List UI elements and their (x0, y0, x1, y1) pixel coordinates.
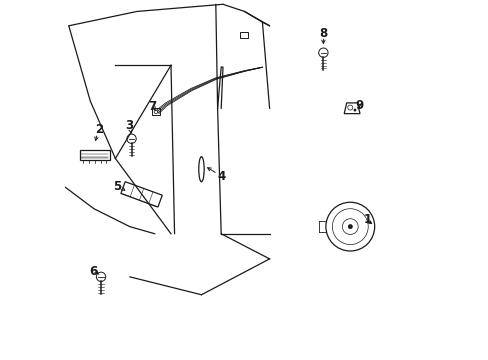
Text: 3: 3 (125, 119, 133, 132)
Text: 2: 2 (95, 123, 103, 136)
Text: 4: 4 (217, 170, 225, 183)
Text: 9: 9 (354, 99, 363, 112)
Text: 1: 1 (364, 213, 371, 226)
Text: 5: 5 (113, 180, 121, 193)
Text: 8: 8 (319, 27, 327, 40)
Text: 6: 6 (89, 265, 97, 278)
Circle shape (353, 109, 356, 112)
Circle shape (347, 225, 352, 229)
Text: 7: 7 (147, 100, 156, 113)
